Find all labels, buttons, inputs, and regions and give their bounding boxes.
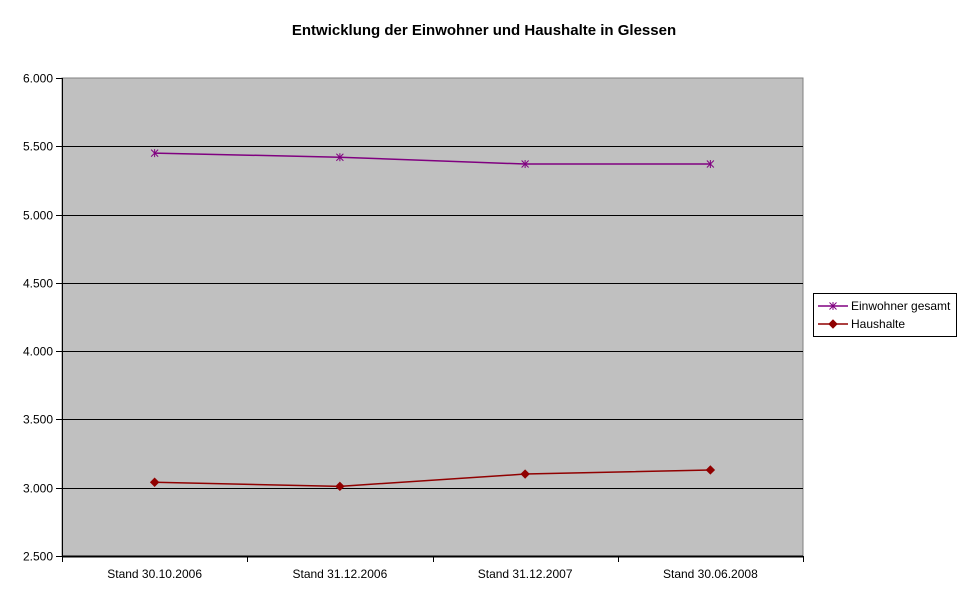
chart-title: Entwicklung der Einwohner und Haushalte …	[291, 22, 677, 39]
series-line	[154, 469, 711, 488]
legend-entry-haushalte: Haushalte	[818, 315, 952, 333]
y-tick-label: 6.000	[23, 72, 53, 86]
legend-line-marker-icon	[818, 302, 848, 310]
y-tick-label: 5.500	[23, 140, 53, 154]
x-tick-label: Stand 31.12.2007	[478, 567, 573, 581]
y-tick-label: 4.500	[23, 277, 53, 291]
y-axis-labels: 2.500 3.000 3.500 4.000 4.500 5.000 5.500 6.000	[23, 72, 53, 564]
plot-area	[61, 77, 804, 557]
y-tick-label: 5.000	[23, 209, 53, 223]
x-axis-labels: Stand 30.10.2006 Stand 31.12.2006 Stand 31…	[107, 567, 758, 581]
y-tick-label: 4.000	[23, 345, 53, 359]
series-einwohner-gesamt	[150, 149, 715, 169]
y-tick-label: 3.500	[23, 413, 53, 427]
axis-ticks	[56, 78, 804, 562]
gridlines	[62, 146, 803, 489]
series-line	[154, 152, 711, 165]
y-tick-label: 2.500	[23, 550, 53, 564]
legend-label: Einwohner gesamt	[851, 299, 951, 313]
x-tick-label: Stand 30.06.2008	[663, 567, 758, 581]
chart-legend: Einwohner gesamt Haushalte	[813, 293, 957, 337]
x-tick-label: Stand 30.10.2006	[107, 567, 202, 581]
y-tick-label: 3.000	[23, 482, 53, 496]
x-tick-label: Stand 31.12.2006	[292, 567, 387, 581]
legend-entry-einwohner: Einwohner gesamt	[818, 297, 952, 315]
legend-label: Haushalte	[851, 317, 906, 331]
legend-line-marker-icon	[818, 319, 848, 329]
series-haushalte	[149, 465, 716, 492]
